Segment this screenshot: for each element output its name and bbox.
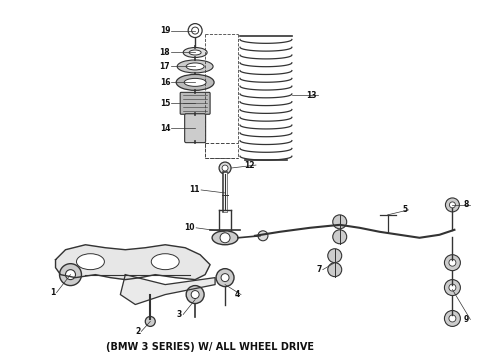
Text: 14: 14 [160,124,170,133]
Text: 3: 3 [177,310,182,319]
Ellipse shape [76,254,104,270]
Circle shape [333,230,347,244]
Text: 12: 12 [245,161,255,170]
Circle shape [328,263,342,276]
Circle shape [449,202,455,208]
Circle shape [449,315,456,322]
Text: (BMW 3 SERIES) W/ ALL WHEEL DRIVE: (BMW 3 SERIES) W/ ALL WHEEL DRIVE [106,342,314,352]
Ellipse shape [186,63,204,70]
Circle shape [444,255,461,271]
Circle shape [220,233,230,243]
Circle shape [444,310,461,327]
Ellipse shape [183,48,207,58]
Text: 1: 1 [50,288,55,297]
Circle shape [328,249,342,263]
Ellipse shape [189,50,201,55]
Text: 18: 18 [160,48,170,57]
Circle shape [221,274,229,282]
Text: 11: 11 [190,185,200,194]
Polygon shape [121,275,215,305]
Circle shape [333,215,347,229]
Text: 17: 17 [160,62,170,71]
Ellipse shape [184,78,206,86]
Text: 5: 5 [402,206,408,215]
Ellipse shape [177,60,213,73]
FancyBboxPatch shape [185,114,206,143]
Text: 19: 19 [160,26,170,35]
Circle shape [66,270,75,280]
Text: 4: 4 [235,290,240,299]
Circle shape [186,285,204,303]
Text: 13: 13 [306,91,317,100]
Polygon shape [55,245,210,280]
Circle shape [258,231,268,241]
Text: 16: 16 [160,78,170,87]
Ellipse shape [176,75,214,90]
Text: 10: 10 [185,223,195,232]
Circle shape [445,198,460,212]
Circle shape [191,291,199,298]
Ellipse shape [212,231,238,245]
Circle shape [145,316,155,327]
Ellipse shape [151,254,179,270]
Circle shape [449,259,456,266]
Circle shape [222,165,228,171]
Circle shape [59,264,81,285]
Circle shape [444,280,461,296]
Text: 9: 9 [464,315,469,324]
FancyBboxPatch shape [180,92,210,114]
Circle shape [216,269,234,287]
Text: 2: 2 [135,327,140,336]
Text: 7: 7 [317,265,322,274]
Circle shape [449,284,456,291]
Text: 8: 8 [464,201,469,210]
Circle shape [219,162,231,174]
Text: 15: 15 [160,99,170,108]
